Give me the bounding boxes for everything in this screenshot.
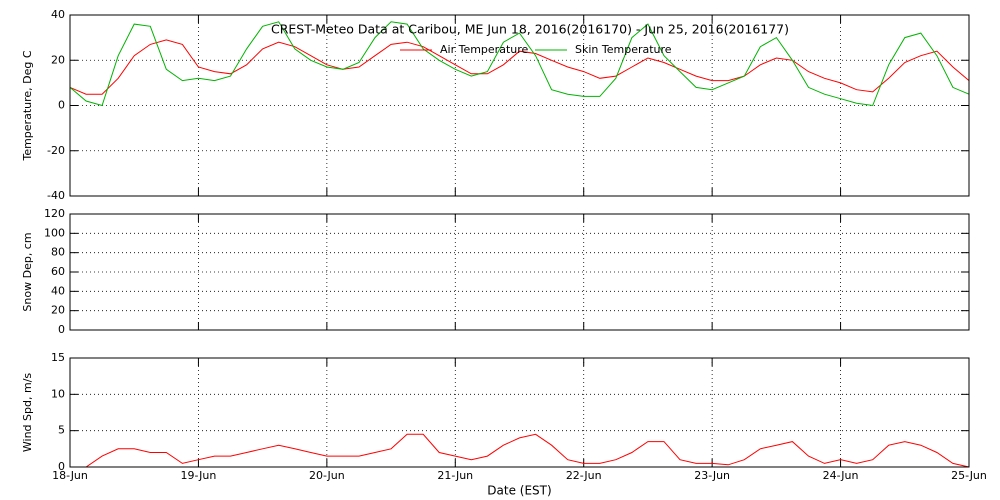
plot-frame — [69, 14, 970, 197]
x-tick-label: 19-Jun — [181, 469, 217, 482]
y-tick-label: 0 — [58, 99, 65, 112]
y-tick-label: 20 — [51, 304, 65, 317]
y-tick-label: 60 — [51, 265, 65, 278]
y-tick-label: 80 — [51, 246, 65, 259]
y-tick-label: 100 — [44, 226, 65, 239]
y-tick-label: 0 — [58, 323, 65, 336]
data-line — [69, 21, 970, 107]
x-tick-label: 21-Jun — [437, 469, 473, 482]
y-axis-title: Snow Dep, cm — [21, 232, 34, 311]
y-tick-label: 15 — [51, 351, 65, 364]
x-axis-title: Date (EST) — [487, 484, 551, 498]
x-tick-label: 25-Jun — [951, 469, 987, 482]
y-tick-label: 40 — [51, 8, 65, 21]
y-axis-title: Wind Spd, m/s — [21, 373, 34, 453]
legend-label: Air Temperature — [440, 43, 529, 56]
legend-label: Skin Temperature — [575, 43, 672, 56]
plot-frame — [69, 213, 970, 331]
y-tick-label: 5 — [58, 424, 65, 437]
x-tick-label: 23-Jun — [694, 469, 730, 482]
x-tick-label: 18-Jun — [52, 469, 88, 482]
y-tick-label: -20 — [47, 144, 65, 157]
y-tick-label: 120 — [44, 207, 65, 220]
plot-frame — [69, 357, 970, 468]
data-line — [69, 39, 970, 95]
y-tick-label: 10 — [51, 387, 65, 400]
x-tick-label: 20-Jun — [309, 469, 345, 482]
chart-title: CREST-Meteo Data at Caribou, ME Jun 18, … — [271, 22, 789, 37]
y-tick-label: -40 — [47, 189, 65, 202]
y-tick-label: 40 — [51, 284, 65, 297]
y-tick-label: 20 — [51, 53, 65, 66]
x-tick-label: 22-Jun — [566, 469, 602, 482]
y-tick-label: 0 — [58, 460, 65, 473]
data-line — [70, 433, 970, 468]
y-axis-title: Temperature, Deg C — [21, 50, 34, 161]
x-tick-label: 24-Jun — [823, 469, 859, 482]
